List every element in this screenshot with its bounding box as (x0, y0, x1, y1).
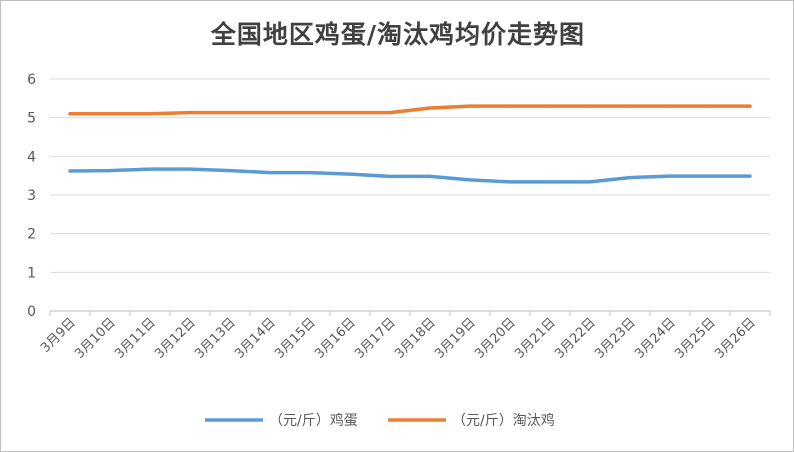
x-tick-label: 3月15日 (272, 315, 319, 362)
x-tick-label: 3月23日 (592, 315, 639, 362)
y-tick-label: 1 (27, 265, 36, 281)
y-tick-label: 3 (27, 188, 36, 204)
data-point (588, 180, 592, 184)
y-tick-label: 5 (27, 111, 36, 127)
data-point (108, 169, 112, 173)
x-tick-label: 3月19日 (432, 315, 479, 362)
data-point (188, 111, 192, 115)
y-tick-labels: 0 1 2 3 4 5 6 (27, 72, 36, 320)
legend-label: （元/斤）鸡蛋 (269, 412, 358, 429)
data-point (428, 174, 432, 178)
data-point (228, 169, 232, 173)
data-point (548, 180, 552, 184)
series-lines (68, 104, 752, 184)
data-point (628, 104, 632, 108)
x-tick-label: 3月18日 (392, 315, 439, 362)
x-tick-label: 3月13日 (192, 315, 239, 362)
x-tick-labels: 3月9日3月10日3月11日3月12日3月13日3月14日3月15日3月16日3… (38, 315, 759, 362)
x-tick-label: 3月17日 (352, 315, 399, 362)
data-point (68, 169, 72, 173)
x-tick-label: 3月26日 (712, 315, 759, 362)
data-point (148, 167, 152, 171)
y-tick-label: 6 (27, 72, 36, 88)
data-point (348, 172, 352, 176)
x-tick-label: 3月11日 (112, 315, 159, 362)
data-point (188, 167, 192, 171)
legend: （元/斤）鸡蛋 （元/斤）淘汰鸡 (205, 412, 555, 429)
series-line-0 (68, 167, 752, 184)
data-point (628, 176, 632, 180)
data-point (348, 111, 352, 115)
legend-label: （元/斤）淘汰鸡 (452, 412, 555, 429)
x-tick-label: 3月22日 (552, 315, 599, 362)
data-point (428, 106, 432, 110)
data-point (748, 104, 752, 108)
x-tick-label: 3月10日 (72, 315, 119, 362)
y-tick-label: 2 (27, 227, 36, 243)
data-point (708, 174, 712, 178)
gridlines (50, 78, 770, 273)
data-point (668, 104, 672, 108)
data-point (308, 111, 312, 115)
x-tick-label: 3月14日 (232, 315, 279, 362)
y-tick-label: 0 (27, 304, 36, 320)
y-tick-label: 4 (27, 149, 36, 165)
data-point (468, 178, 472, 182)
x-tick-label: 3月24日 (632, 315, 679, 362)
series-line-1 (68, 104, 752, 116)
data-point (228, 111, 232, 115)
data-point (68, 112, 72, 116)
data-point (108, 112, 112, 116)
data-point (508, 104, 512, 108)
data-point (308, 171, 312, 175)
chart-title: 全国地区鸡蛋/淘汰鸡均价走势图 (210, 20, 586, 49)
data-point (268, 171, 272, 175)
x-axis (49, 310, 771, 316)
data-point (548, 104, 552, 108)
data-point (388, 174, 392, 178)
data-point (508, 180, 512, 184)
data-point (668, 174, 672, 178)
x-tick-label: 3月12日 (152, 315, 199, 362)
data-point (388, 111, 392, 115)
data-point (268, 111, 272, 115)
data-point (588, 104, 592, 108)
x-tick-label: 3月16日 (312, 315, 359, 362)
x-tick-label: 3月21日 (512, 315, 559, 362)
data-point (468, 104, 472, 108)
data-point (148, 112, 152, 116)
x-tick-label: 3月20日 (472, 315, 519, 362)
data-point (708, 104, 712, 108)
data-point (748, 174, 752, 178)
x-tick-label: 3月25日 (672, 315, 719, 362)
